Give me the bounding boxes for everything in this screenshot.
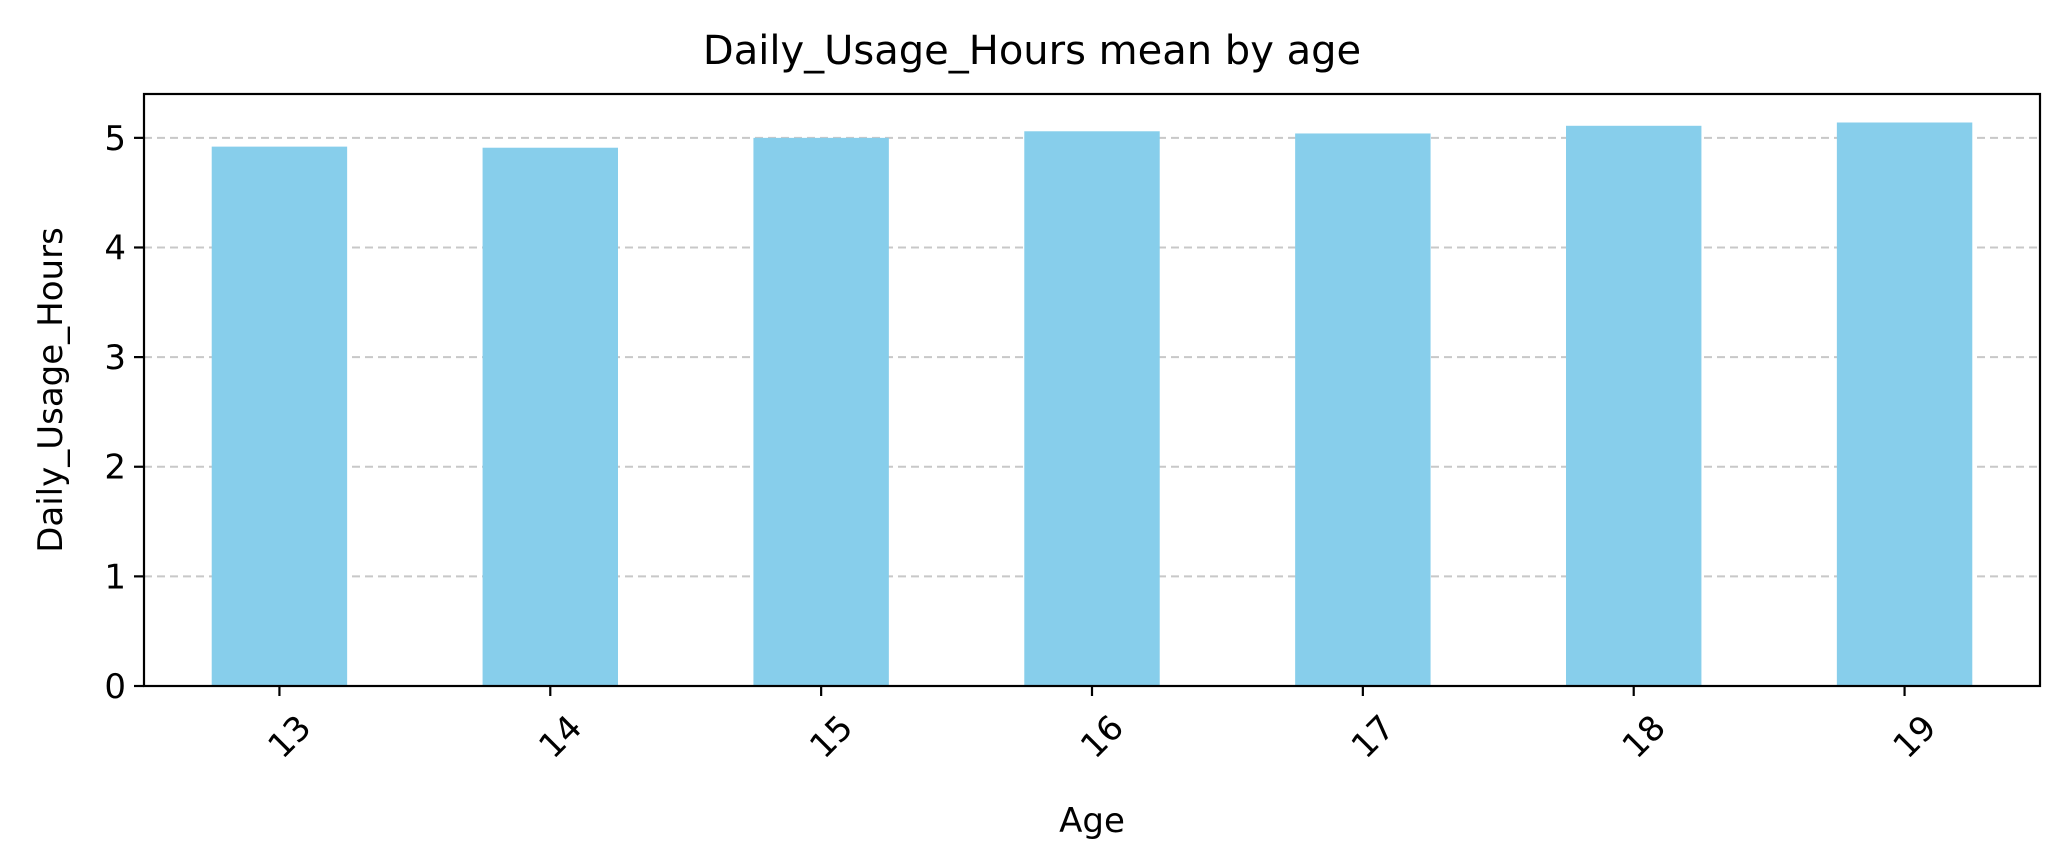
bar-16 [1024, 131, 1160, 687]
bar-13 [211, 146, 348, 687]
y-tick-label-4: 4 [104, 228, 126, 268]
bars [211, 122, 1973, 687]
y-tick-label-0: 0 [104, 667, 126, 707]
grid-lines [144, 136, 2040, 578]
bar-17 [1295, 133, 1431, 686]
y-tick-label-2: 2 [104, 448, 126, 488]
y-axis-ticks: 0 1 2 3 4 5 [104, 119, 144, 707]
bar-14 [482, 147, 618, 687]
bar-18 [1566, 125, 1702, 686]
bar-15 [753, 137, 889, 686]
x-axis-label: Age [1059, 801, 1125, 841]
y-tick-label-3: 3 [104, 338, 126, 378]
y-tick-label-5: 5 [104, 119, 126, 159]
y-axis-label: Daily_Usage_Hours [31, 227, 71, 553]
y-tick-label-1: 1 [104, 557, 126, 597]
chart-title: Daily_Usage_Hours mean by age [703, 28, 1361, 74]
bar-19 [1836, 122, 1973, 686]
